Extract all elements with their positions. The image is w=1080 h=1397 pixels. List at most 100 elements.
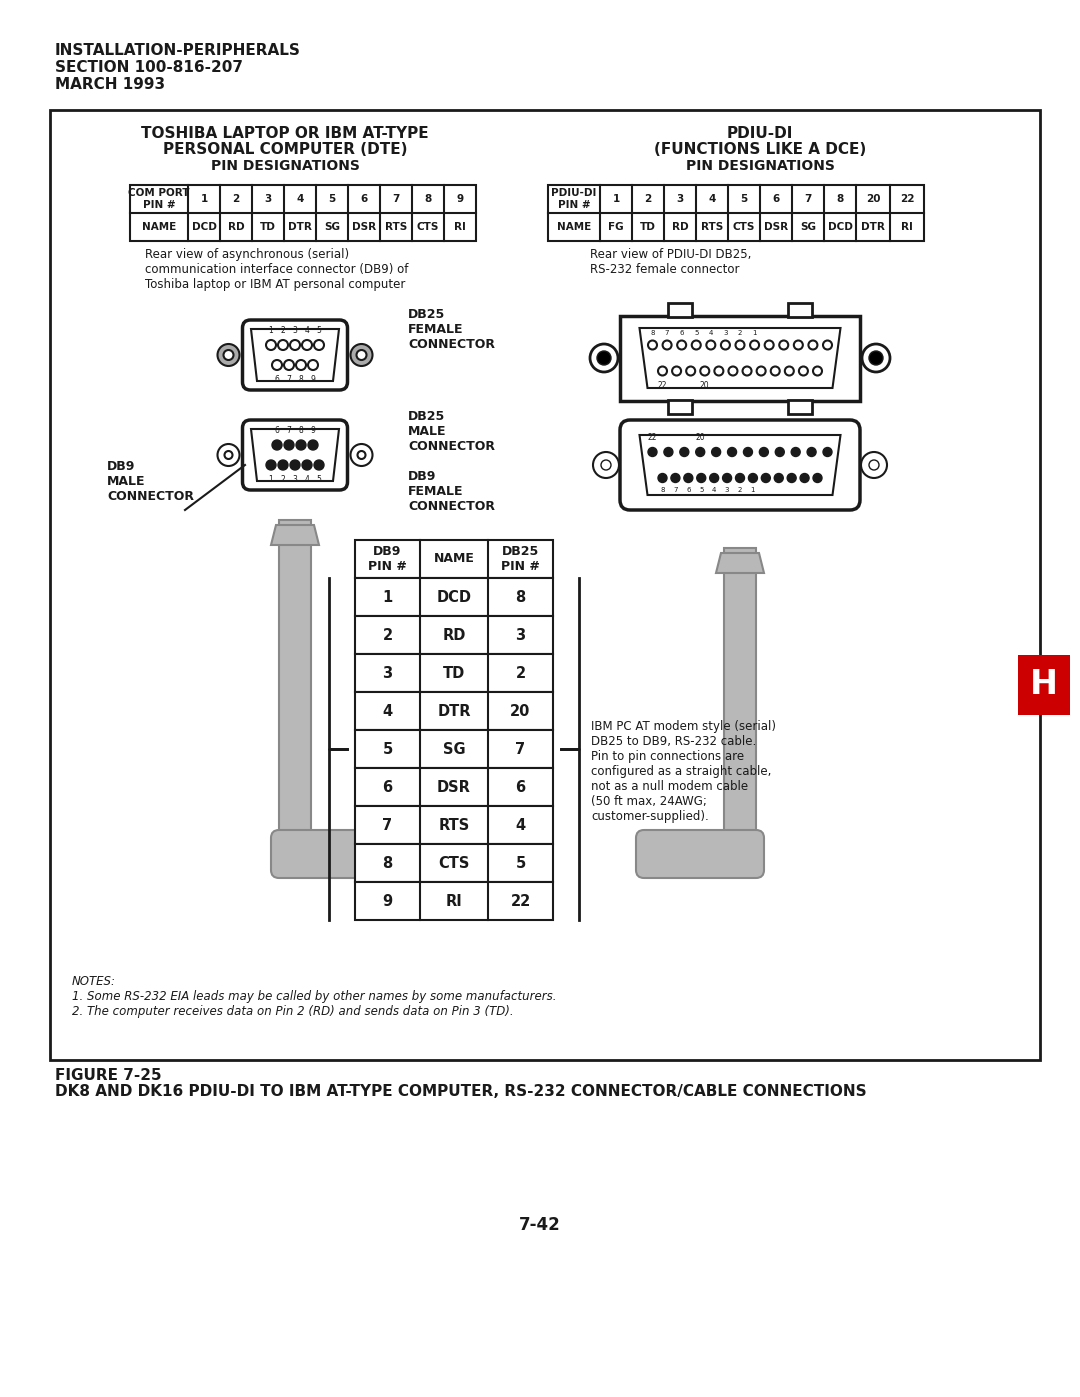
Text: RI: RI	[446, 894, 462, 908]
Circle shape	[792, 447, 800, 457]
Text: 4: 4	[515, 817, 526, 833]
Text: 5: 5	[699, 488, 703, 493]
Ellipse shape	[745, 847, 755, 863]
Text: 6: 6	[274, 426, 280, 434]
Text: SG: SG	[800, 222, 816, 232]
Ellipse shape	[725, 847, 735, 863]
Circle shape	[351, 444, 373, 467]
Text: TD: TD	[260, 222, 275, 232]
Circle shape	[712, 447, 720, 457]
Text: SG: SG	[324, 222, 340, 232]
Text: 3: 3	[293, 475, 297, 483]
Text: 8: 8	[299, 426, 303, 434]
Text: 8: 8	[424, 194, 432, 204]
Circle shape	[684, 474, 693, 482]
Bar	[279, 838, 391, 870]
Text: 5: 5	[694, 330, 699, 337]
Circle shape	[799, 366, 808, 376]
Bar	[1018, 655, 1070, 715]
Text: NOTES:: NOTES:	[72, 975, 116, 988]
Circle shape	[771, 366, 780, 376]
Text: 3: 3	[515, 627, 526, 643]
Circle shape	[291, 339, 300, 351]
Text: IBM PC AT modem style (serial): IBM PC AT modem style (serial)	[591, 719, 777, 733]
Text: INSTALLATION-PERIPHERALS: INSTALLATION-PERIPHERALS	[55, 43, 301, 59]
Text: PDIU-DI
PIN #: PDIU-DI PIN #	[551, 189, 596, 210]
Circle shape	[291, 460, 300, 469]
Text: 1: 1	[753, 330, 757, 337]
Text: Pin to pin connections are: Pin to pin connections are	[591, 750, 744, 763]
Text: COM PORT
PIN #: COM PORT PIN #	[129, 189, 190, 210]
Circle shape	[823, 447, 832, 457]
FancyBboxPatch shape	[620, 420, 860, 510]
Circle shape	[272, 360, 282, 370]
Text: 5: 5	[515, 855, 526, 870]
Text: (50 ft max, 24AWG;: (50 ft max, 24AWG;	[591, 795, 707, 807]
Circle shape	[224, 351, 233, 360]
Text: 22: 22	[511, 894, 530, 908]
Bar	[355, 654, 553, 692]
Text: 2: 2	[281, 475, 285, 483]
Text: 5: 5	[316, 475, 322, 483]
Text: PIN DESIGNATIONS: PIN DESIGNATIONS	[686, 159, 835, 173]
Text: customer-supplied).: customer-supplied).	[591, 810, 708, 823]
Text: 4: 4	[296, 194, 303, 204]
Bar	[788, 303, 812, 317]
Text: CTS: CTS	[733, 222, 755, 232]
Circle shape	[278, 339, 288, 351]
Text: FG: FG	[608, 222, 624, 232]
Circle shape	[759, 447, 768, 457]
Circle shape	[813, 474, 822, 482]
Text: 2: 2	[281, 326, 285, 335]
Text: 6: 6	[361, 194, 367, 204]
Text: DSR: DSR	[764, 222, 788, 232]
Circle shape	[284, 360, 294, 370]
Text: RS-232 female connector: RS-232 female connector	[590, 263, 740, 277]
Text: DK8 AND DK16 PDIU-DI TO IBM AT-TYPE COMPUTER, RS-232 CONNECTOR/CABLE CONNECTIONS: DK8 AND DK16 PDIU-DI TO IBM AT-TYPE COMP…	[55, 1084, 866, 1099]
Bar	[355, 692, 553, 731]
Circle shape	[728, 447, 737, 457]
Text: 1: 1	[269, 475, 273, 483]
Circle shape	[823, 341, 832, 349]
Circle shape	[597, 351, 611, 365]
Text: 8: 8	[382, 855, 393, 870]
Text: TD: TD	[640, 222, 656, 232]
Text: DB25 to DB9, RS-232 cable.: DB25 to DB9, RS-232 cable.	[591, 735, 756, 747]
Bar	[724, 548, 756, 870]
Circle shape	[648, 341, 657, 349]
Text: 9: 9	[382, 894, 392, 908]
Bar	[548, 184, 924, 242]
Polygon shape	[639, 328, 840, 388]
Text: configured as a straight cable,: configured as a straight cable,	[591, 766, 771, 778]
Circle shape	[600, 460, 611, 469]
Circle shape	[314, 339, 324, 351]
Circle shape	[692, 341, 701, 349]
Text: RI: RI	[454, 222, 465, 232]
Circle shape	[748, 474, 757, 482]
Text: 22: 22	[658, 381, 667, 390]
Text: 8: 8	[299, 374, 303, 384]
Text: 2: 2	[645, 194, 651, 204]
Text: SG: SG	[443, 742, 465, 757]
Circle shape	[723, 474, 731, 482]
Text: 1: 1	[612, 194, 620, 204]
Text: 1: 1	[201, 194, 207, 204]
Circle shape	[351, 344, 373, 366]
Text: 2: 2	[738, 488, 742, 493]
Text: H: H	[1030, 669, 1058, 701]
Text: 7: 7	[673, 488, 677, 493]
Text: 5: 5	[382, 742, 393, 757]
Text: SECTION 100-816-207: SECTION 100-816-207	[55, 60, 243, 75]
Circle shape	[314, 460, 324, 469]
Text: DB25
MALE
CONNECTOR: DB25 MALE CONNECTOR	[408, 409, 495, 453]
Text: 3: 3	[724, 330, 728, 337]
Circle shape	[774, 474, 783, 482]
Text: 7: 7	[286, 374, 292, 384]
Circle shape	[356, 351, 366, 360]
Text: 22: 22	[900, 194, 915, 204]
Circle shape	[658, 366, 667, 376]
Circle shape	[809, 341, 818, 349]
Text: NAME: NAME	[557, 222, 591, 232]
Text: 20: 20	[866, 194, 880, 204]
Circle shape	[869, 460, 879, 469]
